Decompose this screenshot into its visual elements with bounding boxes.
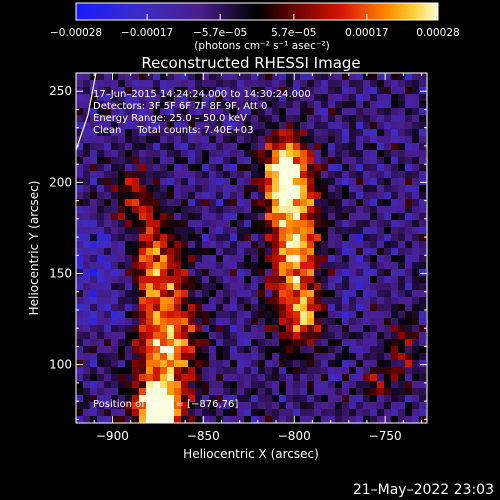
colorbar-tick-label: −5.7e−05 xyxy=(193,27,247,39)
info-line-4: Clean Total counts: 7.40E+03 xyxy=(93,125,253,136)
colorbar-unit-label: (photons cm⁻² s⁻¹ asec⁻²) xyxy=(194,40,329,52)
chart-title: Reconstructed RHESSI Image xyxy=(141,54,360,72)
y-tick-label: 150 xyxy=(49,267,72,281)
x-axis-label: Heliocentric X (arcsec) xyxy=(183,447,319,461)
y-axis-ticks: 100 150 200 250 xyxy=(49,72,427,420)
solar-limb xyxy=(75,72,97,151)
y-tick-label: 200 xyxy=(49,175,72,189)
colorbar-tick-label: 0.00017 xyxy=(345,27,388,39)
y-tick-label: 100 xyxy=(49,358,72,372)
info-line-1: 17–Jun–2015 14:24:24.000 to 14:30:24.000 xyxy=(93,89,311,100)
footer-timestamp: 21–May–2022 23:03 xyxy=(353,482,494,498)
colorbar-ticks: −0.00028 −0.00017 −5.7e−05 5.7e−05 0.00017 0.… xyxy=(50,14,460,39)
info-text: 17–Jun–2015 14:24:24.000 to 14:30:24.000… xyxy=(93,89,311,136)
colorbar-tick-label: 0.00028 xyxy=(416,27,459,39)
plot-frame xyxy=(75,72,428,424)
heatmap-image xyxy=(76,73,427,423)
y-axis-label: Heliocentric Y (arcsec) xyxy=(27,181,41,316)
peak-position-label: Position of peak = [−876,76] xyxy=(93,399,238,410)
x-tick-label: −800 xyxy=(278,429,311,443)
colorbar-tick-label: 5.7e−05 xyxy=(271,27,316,39)
x-axis-ticks: −900 −850 −800 −750 xyxy=(93,73,423,443)
x-tick-label: −750 xyxy=(369,429,402,443)
info-line-3: Energy Range: 25.0 – 50.0 keV xyxy=(93,113,247,124)
x-tick-label: −850 xyxy=(187,429,220,443)
colorbar xyxy=(75,2,439,21)
info-line-2: Detectors: 3F 5F 6F 7F 8F 9F, Att 0 xyxy=(93,101,267,112)
y-tick-label: 250 xyxy=(49,84,72,98)
x-tick-label: −900 xyxy=(96,429,129,443)
colorbar-tick-label: −0.00028 xyxy=(50,27,102,39)
colorbar-tick-label: −0.00017 xyxy=(121,27,173,39)
